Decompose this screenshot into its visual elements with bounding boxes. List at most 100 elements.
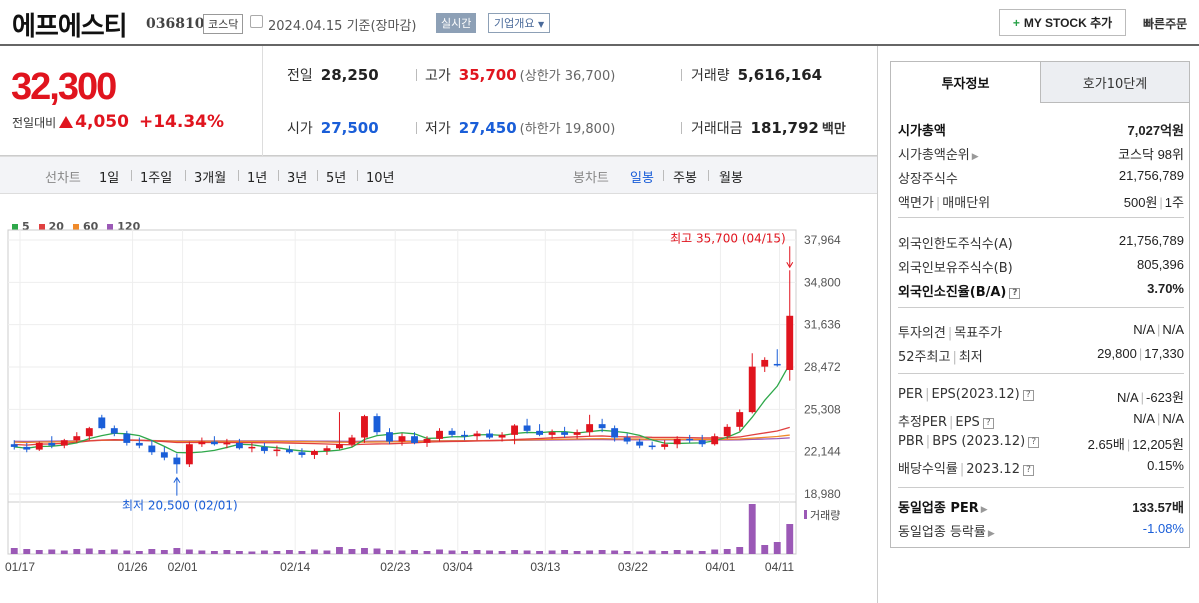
volume-bar: [786, 524, 794, 554]
y-tick-label: 37,964: [804, 233, 841, 247]
volume-bar: [273, 551, 281, 554]
candle-body: [386, 432, 393, 442]
plus-icon: +: [1012, 15, 1020, 30]
row-est-per: 추정PER | EPS? N/A | N/A: [898, 411, 1184, 430]
candle-body: [461, 434, 468, 437]
candle-body: [135, 442, 143, 446]
volume-bar: [611, 550, 619, 554]
sector-rate-label[interactable]: 동일업종 등락률 ▶: [898, 525, 995, 540]
legend-ma5[interactable]: 5: [12, 220, 30, 233]
mystock-add-button[interactable]: + MY STOCK 추가: [999, 9, 1126, 36]
candle-body: [210, 441, 218, 445]
chevron-down-icon: ▼: [537, 20, 545, 29]
volume-bar: [586, 550, 594, 554]
candle-body: [348, 437, 356, 445]
period-10y[interactable]: 10년: [366, 171, 395, 186]
base-date: 2024.04.15 기준(장마감): [268, 19, 417, 34]
volume-bar: [98, 550, 106, 554]
stock-chart[interactable]: 37,964 34,800 31,636 28,472 25,308 22,144 18,9…: [0, 194, 876, 603]
volume-bar: [698, 551, 706, 554]
candle-weekly[interactable]: 주봉: [673, 171, 697, 186]
help-icon[interactable]: ?: [1022, 390, 1034, 401]
sector-rate-value: -1.08%: [1142, 521, 1184, 536]
y-tick-label: 28,472: [804, 360, 841, 374]
opinion-label: 투자의견 | 목표주가: [898, 326, 1003, 341]
candle-body: [98, 417, 106, 429]
volume-bar: [411, 550, 418, 554]
volume-bar: [461, 551, 468, 554]
candle-body: [711, 436, 719, 445]
tab-investment-info[interactable]: 투자정보: [891, 62, 1041, 103]
row-foreign-limit: 외국인한도주식수(A) 21,756,789: [898, 233, 1184, 252]
candle-body: [248, 446, 256, 449]
section-sector: 동일업종 PER ▶ 133.57배 동일업종 등락률 ▶ -1.08%: [898, 487, 1184, 540]
candle-body: [573, 432, 581, 435]
open-price: 시가 27,500: [287, 118, 379, 138]
est-per-value: N/A | N/A: [1133, 411, 1184, 426]
section-opinion: 투자의견 | 목표주가 N/A | N/A 52주최고 | 최저 29,800 | 17,330: [898, 307, 1184, 365]
candle-body: [298, 452, 306, 455]
candle-body: [398, 436, 406, 442]
market-badge: 코스닥: [203, 14, 244, 34]
candle-body: [448, 430, 456, 435]
row-dividend: 배당수익률 | 2023.12? 0.15%: [898, 458, 1184, 477]
cap-rank-label[interactable]: 시가총액순위 ▶: [898, 148, 979, 163]
x-tick-label: 03/04: [443, 560, 473, 574]
candle-body: [473, 433, 481, 437]
candle-body: [260, 446, 268, 451]
help-icon[interactable]: ?: [1022, 465, 1034, 476]
candle-daily[interactable]: 일봉: [630, 171, 654, 186]
volume-bar: [135, 551, 143, 554]
section-foreign: 외국인한도주식수(A) 21,756,789 외국인보유주식수(B) 805,3…: [898, 217, 1184, 300]
candle-body: [636, 441, 644, 446]
candle-body: [673, 438, 681, 445]
y-tick-label: 18,980: [804, 487, 841, 501]
help-icon[interactable]: ?: [982, 418, 994, 429]
x-tick-label: 03/22: [618, 560, 648, 574]
upper-limit: (상한가 36,700): [519, 69, 616, 84]
low-value: 27,450: [458, 119, 517, 137]
period-1d[interactable]: 1일: [99, 171, 120, 186]
stock-code: 036810: [146, 16, 205, 32]
quick-order-link[interactable]: 빠른주문: [1143, 17, 1188, 31]
high-note: 최고 35,700 (04/15): [670, 231, 786, 245]
low-note: 최저 20,500 (02/01): [122, 499, 238, 513]
x-tick-label: 04/11: [765, 560, 794, 574]
period-1w[interactable]: 1주일: [140, 171, 173, 186]
help-icon[interactable]: ?: [1028, 437, 1040, 448]
volume-bar: [473, 550, 481, 554]
volume-bar: [748, 504, 756, 554]
volume-bar: [361, 548, 368, 554]
realtime-button[interactable]: 실시간: [436, 13, 477, 33]
sector-per-label[interactable]: 동일업종 PER ▶: [898, 501, 988, 516]
prev-label: 전일: [287, 68, 313, 84]
per-label: PER | EPS(2023.12)?: [898, 387, 1034, 406]
sector-per-value: 133.57배: [1132, 500, 1184, 515]
candle-monthly[interactable]: 월봉: [719, 171, 743, 186]
divider: [663, 170, 664, 181]
row-cap-rank: 시가총액순위 ▶ 코스닥 98위: [898, 144, 1184, 163]
tab-hoga-10[interactable]: 호가10단계: [1041, 62, 1189, 103]
period-3m[interactable]: 3개월: [194, 171, 227, 186]
divider: [416, 69, 417, 81]
price-change: 전일대비 4,050 +14.34%: [12, 112, 224, 132]
candle-body: [73, 436, 81, 441]
candle-body: [786, 315, 794, 370]
divider: [681, 69, 682, 81]
stock-header: 에프에스티 036810 코스닥 2024.04.15 기준(장마감) 실시간 …: [0, 0, 1199, 46]
company-info-dropdown[interactable]: 기업개요 ▼: [488, 13, 551, 33]
help-icon[interactable]: ?: [1009, 288, 1021, 299]
candle-body: [686, 438, 694, 441]
volume-bar: [773, 542, 781, 554]
period-1y[interactable]: 1년: [247, 171, 268, 186]
candle-body: [486, 433, 493, 438]
period-5y[interactable]: 5년: [326, 171, 347, 186]
volume-bar: [110, 549, 118, 554]
volume-bar: [123, 550, 131, 554]
amount-unit: 백만: [821, 122, 846, 137]
pbr-value: 2.65배 | 12,205원: [1087, 437, 1184, 452]
candle-body: [511, 425, 519, 435]
period-3y[interactable]: 3년: [287, 171, 308, 186]
volume-bar: [686, 550, 694, 554]
volume-bar: [486, 550, 493, 554]
